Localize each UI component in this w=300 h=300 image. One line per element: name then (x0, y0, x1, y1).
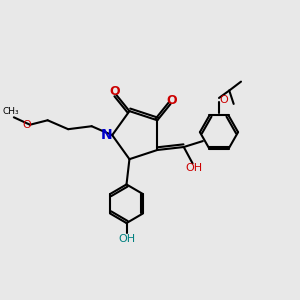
Text: O: O (22, 120, 31, 130)
Text: O: O (167, 94, 177, 107)
Text: OH: OH (118, 234, 135, 244)
Text: O: O (110, 85, 120, 98)
Text: CH₃: CH₃ (3, 107, 19, 116)
Text: OH: OH (185, 164, 203, 173)
Text: O: O (219, 95, 228, 105)
Text: N: N (101, 128, 113, 142)
